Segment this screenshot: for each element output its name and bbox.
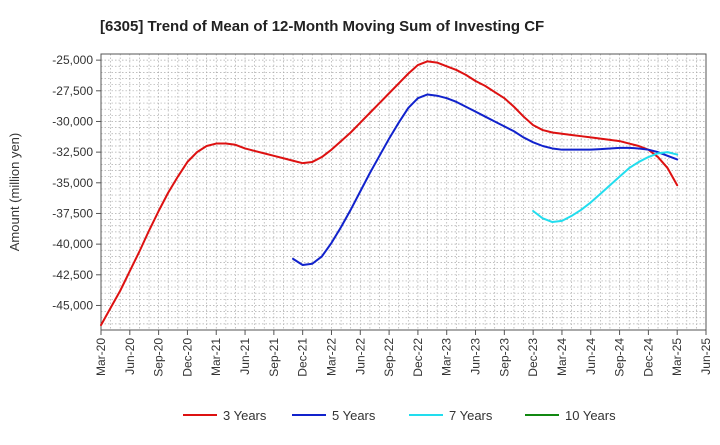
- x-tick-label: Mar-20: [94, 338, 108, 376]
- x-tick-label: Dec-23: [526, 338, 540, 377]
- plot-background: [101, 54, 706, 330]
- y-tick-label: -25,000: [52, 53, 93, 67]
- y-axis-label: Amount (million yen): [7, 133, 22, 252]
- x-tick-label: Jun-23: [469, 338, 483, 375]
- x-tick-label: Mar-24: [555, 338, 569, 376]
- legend-label: 7 Years: [449, 408, 493, 423]
- x-tick-label: Sep-21: [267, 338, 281, 377]
- legend-item-10-years: 10 Years: [525, 408, 616, 423]
- plot-frame: [100, 53, 707, 331]
- legend-label: 5 Years: [332, 408, 376, 423]
- x-tick-label: Mar-23: [440, 338, 454, 376]
- y-tick-label: -37,500: [52, 206, 93, 220]
- chart-title: [6305] Trend of Mean of 12-Month Moving …: [100, 18, 544, 35]
- legend-item-3-years: 3 Years: [183, 408, 267, 423]
- plot-area: -25,000 -27,500 -30,000 -32,500 -35,000 -37,5…: [52, 53, 713, 377]
- series-line-3-years: [100, 60, 679, 327]
- series-line-7-years: [532, 151, 679, 224]
- legend-item-5-years: 5 Years: [292, 408, 376, 423]
- x-tick-label: Sep-22: [382, 338, 396, 377]
- y-tick-label: -45,000: [52, 298, 93, 312]
- y-tick-label: -42,500: [52, 268, 93, 282]
- legend-item-7-years: 7 Years: [409, 408, 493, 423]
- x-tick-label: Jun-21: [238, 338, 252, 375]
- x-tick-label: Mar-22: [324, 338, 338, 376]
- series-line-5-years: [292, 93, 679, 266]
- legend: 3 Years 5 Years 7 Years 10 Years: [183, 408, 616, 423]
- x-tick-label: Jun-20: [123, 338, 137, 375]
- x-tick-label: Mar-25: [670, 338, 684, 376]
- x-tick-label: Jun-24: [584, 338, 598, 375]
- x-tick-label: Sep-20: [152, 338, 166, 377]
- y-tick-label: -32,500: [52, 145, 93, 159]
- x-tick-label: Dec-22: [411, 338, 425, 377]
- x-tick-label: Sep-24: [613, 338, 627, 377]
- x-tick-label: Mar-21: [209, 338, 223, 376]
- y-tick-label: -40,000: [52, 237, 93, 251]
- y-tick-label: -35,000: [52, 176, 93, 190]
- x-tick-label: Dec-20: [180, 338, 194, 377]
- y-tick-label: -30,000: [52, 114, 93, 128]
- x-tick-label: Jun-25: [699, 338, 713, 375]
- x-tick-label: Dec-24: [641, 338, 655, 377]
- y-tick-label: -27,500: [52, 84, 93, 98]
- x-tick-label: Jun-22: [353, 338, 367, 375]
- x-tick-label: Sep-23: [497, 338, 511, 377]
- x-tick-label: Dec-21: [296, 338, 310, 377]
- legend-label: 10 Years: [565, 408, 616, 423]
- legend-label: 3 Years: [223, 408, 267, 423]
